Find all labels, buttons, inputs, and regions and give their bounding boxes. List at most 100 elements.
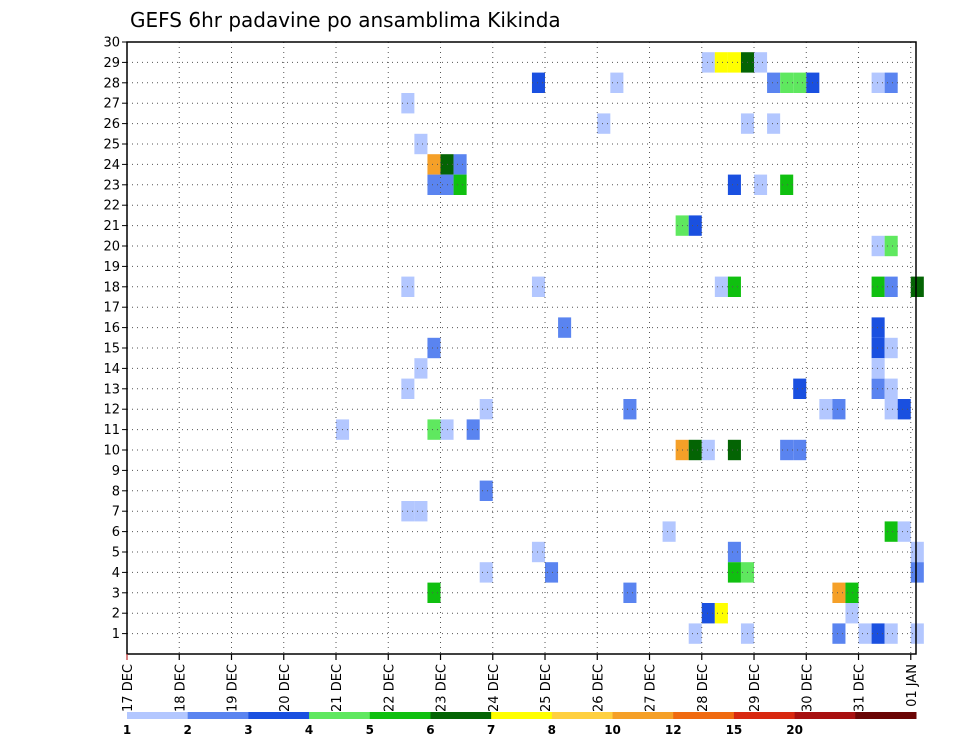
y-axis: 1234567891011121314151617181920212223242… bbox=[103, 36, 127, 642]
precip-cell bbox=[727, 541, 741, 563]
precip-cell bbox=[754, 52, 768, 73]
precip-cell bbox=[871, 337, 885, 359]
chart-title: GEFS 6hr padavine po ansamblima Kikinda bbox=[130, 8, 561, 32]
precip-cell bbox=[714, 52, 728, 73]
precip-cell bbox=[884, 378, 898, 399]
y-tick-label: 18 bbox=[103, 280, 120, 295]
y-tick-label: 23 bbox=[103, 178, 120, 193]
colorbar-swatch bbox=[855, 712, 917, 719]
precip-cell bbox=[427, 154, 441, 175]
colorbar-label: 10 bbox=[604, 723, 621, 737]
colorbar-swatch bbox=[551, 712, 614, 719]
y-tick-label: 8 bbox=[112, 484, 120, 499]
y-tick-label: 19 bbox=[103, 260, 120, 275]
y-tick-label: 10 bbox=[103, 444, 120, 459]
precip-cell bbox=[793, 378, 807, 399]
precip-cell bbox=[545, 562, 559, 583]
y-tick-label: 28 bbox=[103, 76, 120, 91]
y-tick-label: 13 bbox=[103, 382, 120, 397]
colorbar-label: 1 bbox=[123, 723, 131, 737]
x-tick-label: 24 DEC bbox=[487, 664, 502, 712]
precip-cell bbox=[701, 603, 715, 624]
y-tick-label: 11 bbox=[103, 423, 120, 438]
precip-cell bbox=[453, 154, 467, 175]
precip-cell bbox=[884, 521, 898, 542]
x-axis: 17 DEC 18 DEC 19 DEC 20 DEC 21 DEC 22 DEC 23 D… bbox=[121, 654, 920, 712]
colorbar-label: 12 bbox=[665, 723, 682, 737]
precip-cell bbox=[897, 399, 911, 420]
x-tick-label: 26 DEC bbox=[591, 664, 606, 712]
precip-cell bbox=[884, 72, 898, 93]
precip-cell bbox=[727, 439, 741, 461]
cells-layer bbox=[336, 52, 924, 644]
colorbar-swatch bbox=[187, 712, 249, 719]
precip-cell bbox=[727, 174, 741, 195]
precip-cell bbox=[871, 317, 885, 338]
y-tick-label: 21 bbox=[103, 219, 120, 234]
precip-cell bbox=[414, 133, 428, 155]
precip-cell bbox=[832, 399, 846, 420]
precip-cell bbox=[688, 439, 702, 461]
colorbar: 1 2 3 4 5 6 7 8 10 12 15 20 bbox=[123, 712, 917, 737]
precip-cell bbox=[427, 337, 441, 359]
precip-cell bbox=[558, 317, 572, 338]
x-tick-label: 31 DEC bbox=[853, 664, 868, 712]
colorbar-label: 7 bbox=[487, 723, 495, 737]
precip-cell bbox=[623, 582, 637, 603]
precip-cell bbox=[780, 439, 794, 461]
precip-cell bbox=[479, 562, 493, 583]
y-tick-label: 24 bbox=[103, 158, 120, 173]
y-tick-label: 27 bbox=[103, 97, 120, 112]
precip-cell bbox=[531, 72, 546, 93]
y-tick-label: 15 bbox=[103, 342, 120, 357]
precip-cell bbox=[780, 174, 794, 195]
precip-cell bbox=[884, 623, 898, 644]
y-tick-label: 6 bbox=[112, 525, 120, 540]
precip-cell bbox=[871, 623, 885, 644]
colorbar-swatch bbox=[248, 712, 310, 719]
colorbar-swatch bbox=[794, 712, 856, 719]
precip-cell bbox=[871, 358, 885, 379]
precip-cell bbox=[727, 52, 741, 73]
y-tick-label: 26 bbox=[103, 117, 120, 132]
colorbar-swatch bbox=[612, 712, 674, 719]
precip-cell bbox=[871, 235, 885, 257]
y-tick-label: 3 bbox=[112, 586, 120, 601]
y-tick-label: 7 bbox=[112, 505, 120, 520]
precip-cell bbox=[897, 521, 911, 542]
precip-cell bbox=[701, 439, 715, 461]
colorbar-label: 2 bbox=[184, 723, 192, 737]
precip-cell bbox=[662, 521, 676, 542]
precip-cell bbox=[871, 276, 885, 297]
colorbar-swatch bbox=[369, 712, 431, 719]
y-tick-label: 2 bbox=[112, 607, 120, 622]
x-tick-label: 18 DEC bbox=[173, 664, 188, 712]
precip-cell bbox=[845, 582, 859, 603]
colorbar-swatch bbox=[733, 712, 796, 719]
precip-cell bbox=[910, 562, 924, 583]
colorbar-label: 3 bbox=[244, 723, 252, 737]
colorbar-swatch bbox=[127, 712, 189, 719]
colorbar-label: 6 bbox=[426, 723, 434, 737]
precip-cell bbox=[767, 72, 781, 93]
grid-layer bbox=[127, 41, 916, 654]
precip-cell bbox=[479, 399, 493, 420]
y-tick-label: 25 bbox=[103, 138, 120, 153]
precip-cell bbox=[754, 174, 768, 195]
precip-cell bbox=[427, 419, 441, 440]
precip-cell bbox=[427, 582, 441, 603]
y-tick-label: 9 bbox=[112, 464, 120, 479]
colorbar-label: 15 bbox=[726, 723, 743, 737]
colorbar-swatch bbox=[309, 712, 371, 719]
y-tick-label: 29 bbox=[103, 56, 120, 71]
x-tick-label: 27 DEC bbox=[644, 664, 659, 712]
precip-cell bbox=[466, 419, 480, 440]
colorbar-label: 8 bbox=[548, 723, 556, 737]
y-tick-label: 14 bbox=[103, 362, 120, 377]
precip-cell bbox=[727, 276, 741, 297]
precip-cell bbox=[688, 215, 702, 236]
precip-cell bbox=[479, 480, 493, 501]
precip-cell bbox=[623, 399, 637, 420]
colorbar-label: 5 bbox=[366, 723, 374, 737]
